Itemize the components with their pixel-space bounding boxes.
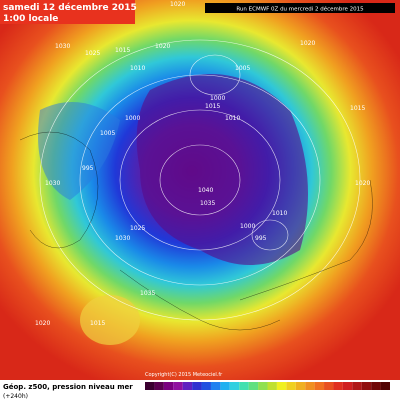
footer-title: Géop. z500, pression niveau mer — [3, 383, 133, 391]
low-core — [136, 74, 308, 265]
colorbar-swatch — [314, 382, 325, 390]
trough — [38, 102, 120, 200]
colorbar-swatch — [371, 382, 381, 390]
colorbar-swatch — [305, 382, 315, 390]
isobar-label: 1010 — [130, 65, 145, 72]
colorbar-swatch — [352, 382, 362, 390]
isobar-label: 995 — [82, 165, 94, 172]
colorbar-swatch — [154, 382, 164, 390]
isobar-label: 1030 — [45, 180, 60, 187]
colorbar-swatch — [201, 382, 211, 390]
isobar-label: 1020 — [300, 40, 315, 47]
lead: (+240h) — [3, 393, 28, 400]
time: 1:00 locale — [3, 14, 58, 24]
isobar-label: 1035 — [140, 290, 155, 297]
isobar-label: 1000 — [125, 115, 140, 122]
colorbar-swatch — [163, 382, 174, 390]
colorbar-swatch — [173, 382, 183, 390]
isobar-label: 1020 — [170, 1, 185, 8]
colorbar-swatch — [248, 382, 259, 390]
isobar-label: 1020 — [155, 43, 170, 50]
isobar-label: 1000 — [240, 223, 255, 230]
colorbar-swatch — [239, 382, 249, 390]
isobar-label: 1030 — [115, 235, 130, 242]
colorbar-swatch — [267, 382, 277, 390]
colorbar-swatch — [286, 382, 296, 390]
ridge — [80, 295, 140, 345]
run: Run ECMWF 0Z du mercredi 2 décembre 2015 — [236, 6, 364, 13]
colorbar-swatch — [220, 382, 230, 390]
isobar-label: 1005 — [235, 65, 250, 72]
colorbar-swatch — [333, 382, 343, 390]
isobar-label: 1020 — [35, 320, 50, 327]
isobar-label: 1030 — [55, 43, 70, 50]
isobar-label: 1040 — [198, 187, 213, 194]
isobar-label: 1020 — [355, 180, 370, 187]
isobar-label: 1015 — [115, 47, 130, 54]
colorbar-swatch — [210, 382, 221, 390]
colorbar-swatch — [342, 382, 353, 390]
isobar-label: 1015 — [90, 320, 105, 327]
isobar-label: 1035 — [200, 200, 215, 207]
date: samedi 12 décembre 2015 — [3, 2, 137, 13]
colorbar-swatch — [295, 382, 306, 390]
coastlines — [19, 131, 373, 331]
isobar-label: 1005 — [100, 130, 115, 137]
copyright: Copyright(C) 2015 Meteociel.fr — [145, 372, 223, 378]
colorbar-swatch — [276, 382, 287, 390]
isobar-label: 1015 — [350, 105, 365, 112]
colorbar-swatch — [361, 382, 372, 390]
colorbar-swatch — [229, 382, 240, 390]
isobar-label: 1015 — [205, 103, 220, 110]
colorbar-swatch — [380, 382, 390, 390]
isobar-label: 1010 — [272, 210, 287, 217]
colorbar-swatch — [258, 382, 268, 390]
colorbar-swatch — [182, 382, 193, 390]
isobar-label: 995 — [255, 235, 267, 242]
title-box — [0, 0, 135, 24]
colorbar-swatch — [192, 382, 202, 390]
colorbar-swatch — [145, 382, 155, 390]
colorbar-swatch — [324, 382, 334, 390]
run-box — [205, 3, 395, 13]
isobar-label: 1025 — [85, 50, 100, 57]
isobar-label: 1025 — [130, 225, 145, 232]
isobar-label: 1010 — [225, 115, 240, 122]
isobar-label: 1000 — [210, 95, 225, 102]
